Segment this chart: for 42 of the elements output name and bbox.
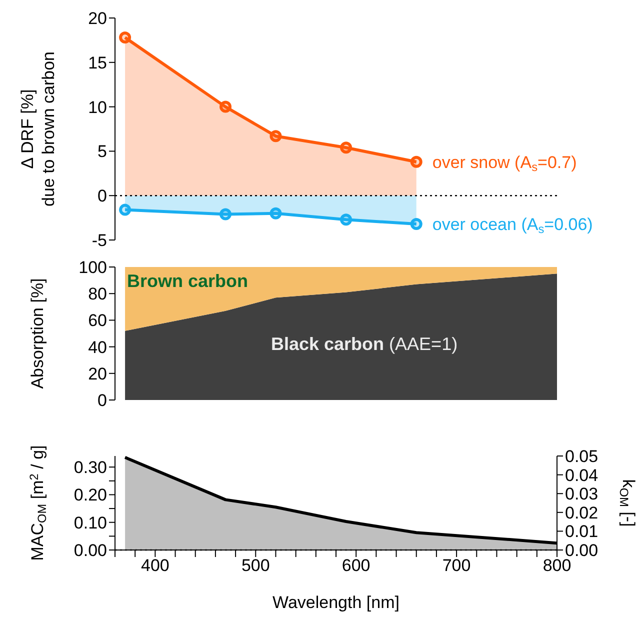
- y-tick-label: -5: [92, 231, 107, 250]
- x-tick-label: 700: [442, 556, 471, 576]
- y-tick-label: 10: [88, 98, 107, 117]
- series-label: Black carbon (AAE=1): [271, 334, 458, 354]
- x-tick-label: 400: [140, 556, 170, 576]
- point: [270, 207, 282, 220]
- x-axis-title: Wavelength [nm]: [272, 593, 400, 612]
- series-label: Brown carbon: [127, 271, 248, 291]
- y-axis-title: Absorption [%]: [28, 278, 47, 389]
- point: [119, 32, 132, 44]
- y2-tick-label: 0.03: [565, 484, 598, 504]
- y2-tick-label: 0.05: [565, 447, 598, 466]
- y2-tick-label: 0.04: [565, 466, 598, 485]
- point: [220, 208, 232, 220]
- y-tick-label: 20: [88, 9, 107, 28]
- point: [410, 218, 422, 230]
- y-axis-title: Δ DRF [%] due to brown carbon: [18, 52, 58, 206]
- y-tick-label: 40: [88, 338, 107, 357]
- y-tick-label: 80: [88, 284, 107, 304]
- y-tick-label: 0.10: [74, 513, 107, 532]
- y-tick-label: 100: [78, 258, 107, 278]
- point: [119, 204, 132, 216]
- y2-tick-label: 0.02: [565, 503, 598, 522]
- point: [270, 130, 282, 142]
- y2-tick-label: 0.01: [565, 522, 598, 542]
- y-tick-label: 5: [98, 142, 107, 162]
- y-tick-label: 20: [88, 364, 107, 384]
- x-tick-label: 600: [342, 556, 370, 576]
- y-tick-label: 0.30: [74, 458, 107, 478]
- y-tick-label: 0: [98, 391, 107, 410]
- point: [220, 100, 232, 113]
- y-tick-label: 0: [98, 186, 107, 206]
- x-tick-label: 500: [241, 556, 270, 576]
- y-tick-label: 60: [88, 311, 107, 330]
- y-tick-label: 15: [88, 53, 107, 72]
- y-tick-label: 0.20: [74, 486, 107, 505]
- series-label: over snow (A$_{s}$=0.7): [432, 152, 577, 174]
- y-tick-label: 0.00: [74, 541, 107, 560]
- point: [410, 156, 422, 168]
- series-label: over ocean (A$_{s}$=0.06): [432, 215, 593, 236]
- point: [340, 142, 352, 154]
- point: [340, 214, 352, 226]
